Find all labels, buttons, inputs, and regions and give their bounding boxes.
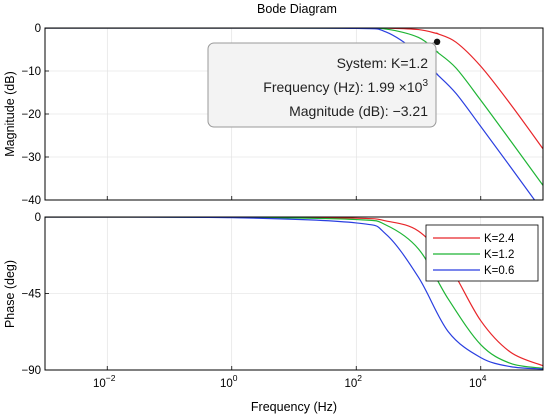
ytick-label: 0 xyxy=(35,212,41,224)
datatip-box xyxy=(207,42,437,128)
datatip-magnitude: Magnitude (dB): −3.21 xyxy=(289,103,428,119)
datatip[interactable]: System: K=1.2 Frequency (Hz): 1.99 ×103 … xyxy=(207,38,441,128)
phase-xticks: 10−2 100 102 104 xyxy=(93,366,487,390)
ytick-label: −10 xyxy=(21,66,41,78)
legend: K=2.4 K=1.2 K=0.6 xyxy=(425,224,539,282)
ytick-label: −90 xyxy=(21,365,41,377)
datatip-system: System: K=1.2 xyxy=(337,55,429,71)
ytick-label: −30 xyxy=(21,152,41,164)
datatip-marker[interactable] xyxy=(433,38,441,45)
ytick-label: −20 xyxy=(21,109,41,121)
legend-label: K=2.4 xyxy=(484,233,515,245)
legend-label: K=1.2 xyxy=(484,249,514,261)
magnitude-ylabel: Magnitude (dB) xyxy=(3,71,17,156)
xtick-label: 104 xyxy=(469,373,487,390)
ytick-label: −45 xyxy=(21,289,41,301)
series-line-k-0-6 xyxy=(45,217,543,370)
xtick-label: 102 xyxy=(344,373,362,390)
x-axis-label: Frequency (Hz) xyxy=(251,400,337,414)
legend-box xyxy=(425,224,539,282)
ytick-label: −40 xyxy=(21,195,41,207)
datatip-frequency: Frequency (Hz): 1.99 ×103 xyxy=(263,78,428,95)
chart-title: Bode Diagram xyxy=(257,2,337,16)
series-line-k-2-4 xyxy=(45,28,543,150)
phase-yticks: 0 −45 −90 xyxy=(21,212,49,377)
ytick-label: 0 xyxy=(35,23,41,35)
xtick-label: 100 xyxy=(220,373,238,390)
legend-label: K=0.6 xyxy=(484,265,514,277)
magnitude-yticks: 0 −10 −20 −30 −40 xyxy=(21,23,482,207)
xtick-label: 10−2 xyxy=(93,373,116,390)
phase-ylabel: Phase (deg) xyxy=(3,260,17,328)
